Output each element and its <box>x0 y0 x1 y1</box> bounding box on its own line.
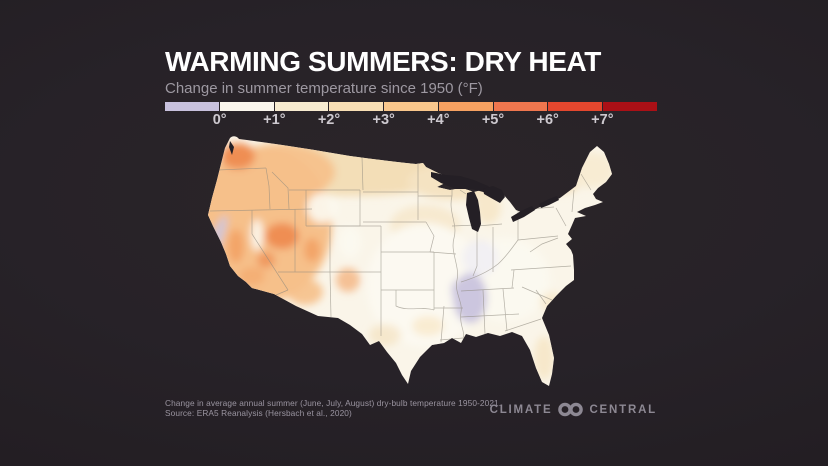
lake-superior <box>431 172 493 193</box>
legend-tick-3: +3° <box>372 112 395 128</box>
lake-ontario <box>539 196 559 208</box>
us-map-svg <box>208 136 612 386</box>
legend-segment-5 <box>438 102 493 111</box>
legend-segment-7 <box>548 102 603 111</box>
legend-tick-7: +7° <box>591 112 614 128</box>
subtitle: Change in summer temperature since 1950 … <box>165 80 483 97</box>
legend-segment-2 <box>274 102 329 111</box>
logo-word-central: CENTRAL <box>589 403 657 416</box>
legend-tick-1: +1° <box>263 112 286 128</box>
legend-segment-6 <box>493 102 548 111</box>
footnote-line1: Change in average annual summer (June, J… <box>165 398 502 408</box>
great-lakes <box>229 141 559 232</box>
page-title: WARMING SUMMERS: DRY HEAT <box>165 46 601 77</box>
state-boundaries <box>209 156 592 343</box>
legend-segment-0 <box>165 102 219 111</box>
footnote: Change in average annual summer (June, J… <box>165 398 502 419</box>
footnote-line2: Source: ERA5 Reanalysis (Hersbach et al.… <box>165 407 352 418</box>
legend-segment-4 <box>384 102 438 111</box>
legend-colorbar <box>165 102 658 111</box>
interlocking-rings-icon <box>558 402 584 417</box>
legend-tick-5: +5° <box>481 112 505 128</box>
legend-segment-8 <box>603 102 658 111</box>
legend-segment-1 <box>219 102 274 111</box>
logo-word-climate: CLIMATE <box>489 403 553 416</box>
lake-michigan <box>466 191 481 232</box>
legend-tick-4: +4° <box>427 112 450 128</box>
legend-segment-3 <box>329 102 384 111</box>
choropleth-fill <box>208 136 612 386</box>
lake-huron <box>483 186 505 203</box>
puget-sound <box>229 141 234 155</box>
legend-tick-2: +2° <box>317 112 341 128</box>
climate-central-logo: CLIMATE CENTRAL <box>490 402 657 417</box>
us-map <box>200 130 620 395</box>
legend-tick-labels: 0° +1° +2° +3° +4° +5° +6° +7° <box>165 112 657 132</box>
lake-erie <box>511 206 535 222</box>
legend-tick-0: 0° <box>212 112 227 128</box>
legend-tick-6: +6° <box>536 112 559 128</box>
